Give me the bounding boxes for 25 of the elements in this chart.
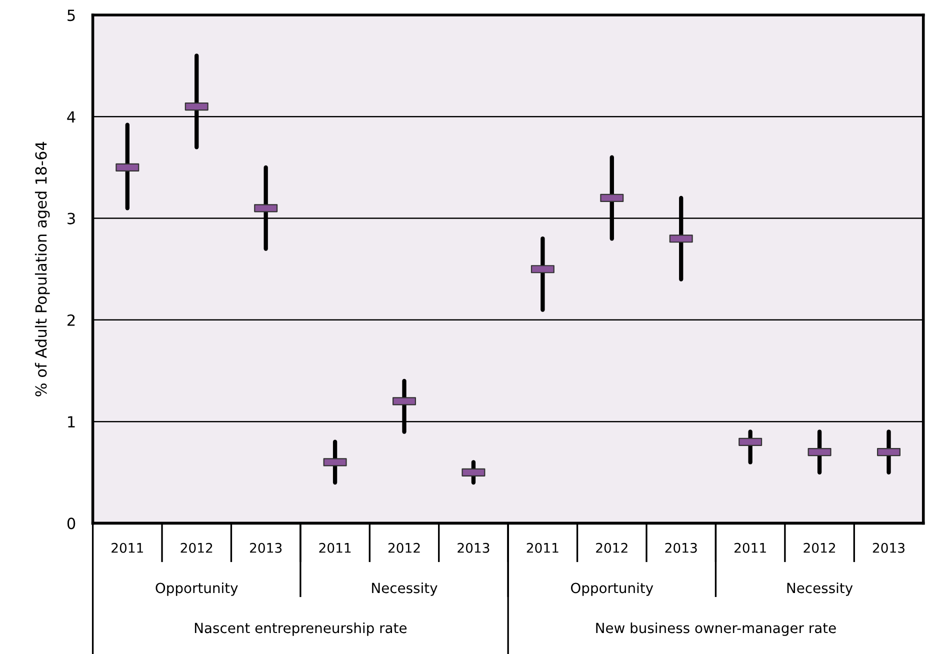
text: Nascent entrepreneurship rate [194,622,407,636]
text: Opportunity [571,582,654,596]
y-axis-title: % of Adult Population aged 18-64 [34,142,50,396]
y-tick-label: 1 [68,416,75,428]
x-tick-label: 2012 [180,542,212,553]
text: New business owner-manager rate [596,622,836,636]
text: Necessity [372,582,438,596]
x-tick-label: 2011 [734,542,766,553]
x-tick-label: 2013 [872,542,904,553]
y-tick-label: 0 [67,518,76,530]
y-tick-label: 5 [68,10,75,22]
x-tick-label: 2011 [526,542,558,553]
x-tick-label: 2013 [250,542,282,553]
x-tick-label: 2012 [804,542,836,553]
x-tick-label: 2013 [665,542,697,553]
x-tick-label: 2012 [388,542,420,553]
x-tick-label: 2012 [596,542,628,553]
x-tick-label: 2013 [458,542,490,553]
x-tick-label: 2011 [112,542,143,553]
y-tick-label: 4 [67,111,76,122]
y-tick-label: 3 [68,212,75,224]
x-tick-label: 2011 [319,542,351,553]
text: Necessity [787,582,853,596]
y-tick-label: 2 [68,314,75,326]
text: Opportunity [156,582,238,596]
